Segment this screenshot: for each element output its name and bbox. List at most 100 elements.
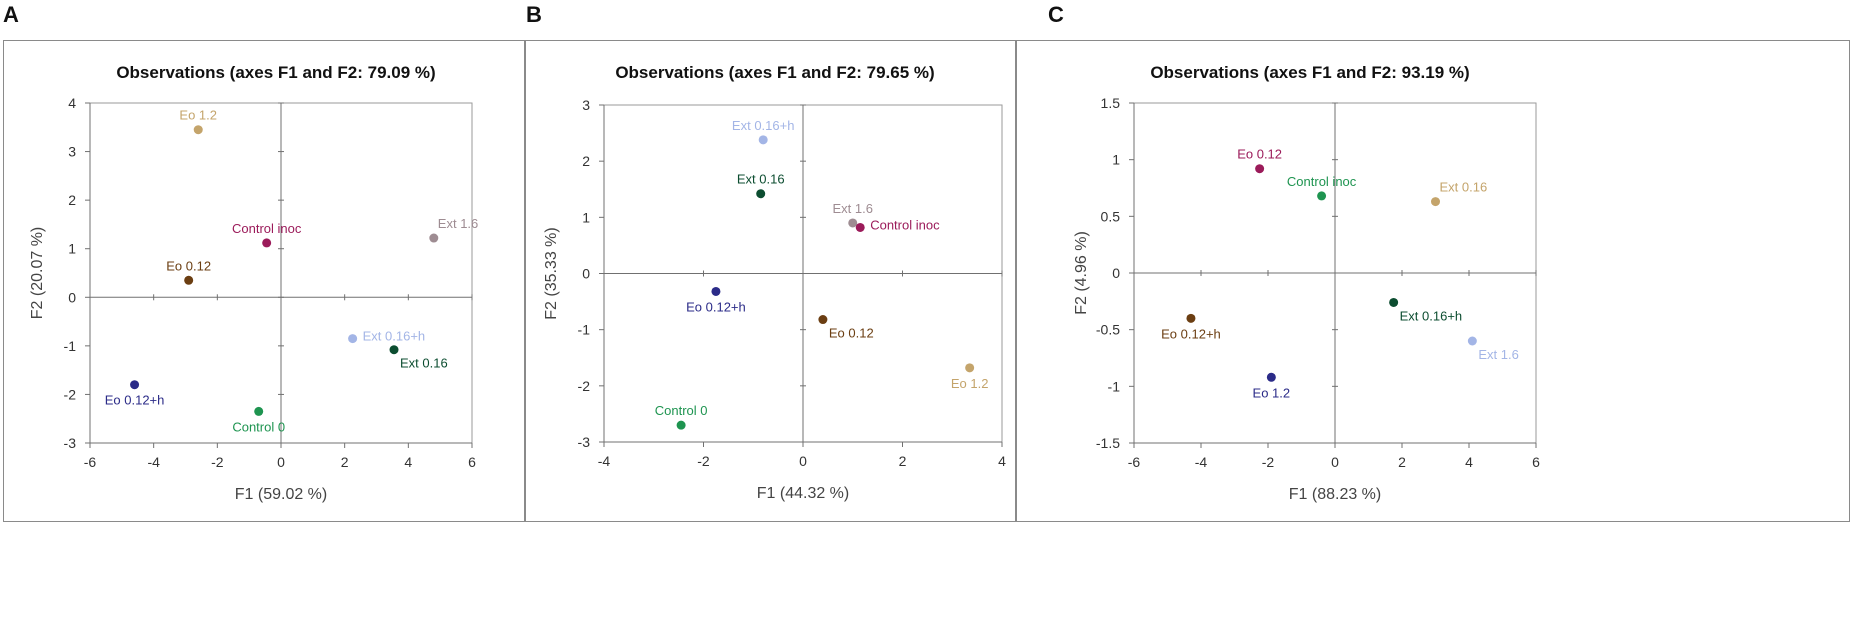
panel-c-frame	[1016, 40, 1850, 522]
point-control-0	[254, 406, 264, 416]
point-ext-0-16	[389, 345, 399, 355]
point-ext-0-16-h	[1389, 297, 1399, 307]
y-axis-label: F2 (35.33 %)	[543, 227, 560, 319]
point-label-eo-1-2: Eo 1.2	[179, 108, 217, 123]
point-label-control-inoc: Control inoc	[870, 217, 940, 232]
point-label-control-0: Control 0	[655, 403, 708, 418]
point-ext-1-6	[429, 233, 439, 243]
y-tick-label: -2	[64, 386, 77, 402]
x-tick-label: 6	[1532, 454, 1540, 470]
point-label-eo-0-12: Eo 0.12	[1237, 147, 1282, 162]
y-tick-label: 2	[68, 192, 76, 208]
x-axis-label: F1 (59.02 %)	[235, 486, 327, 503]
y-tick-label: 4	[68, 95, 76, 111]
chart-title: Observations (axes F1 and F2: 79.09 %)	[116, 63, 435, 82]
x-tick-label: -6	[1128, 454, 1141, 470]
point-eo-0-12	[818, 315, 828, 325]
y-tick-label: 0	[68, 289, 76, 305]
point-label-ext-0-16: Ext 0.16	[737, 172, 785, 187]
point-label-ext-0-16-h: Ext 0.16+h	[363, 329, 426, 344]
panel-letter-c: C	[1048, 2, 1064, 27]
y-tick-label: 0.5	[1101, 208, 1121, 224]
y-tick-label: 1	[68, 241, 76, 257]
x-axis-label: F1 (44.32 %)	[757, 485, 849, 502]
x-tick-label: 2	[341, 454, 349, 470]
x-tick-label: -2	[211, 454, 224, 470]
x-tick-label: 4	[998, 453, 1006, 469]
x-tick-label: -4	[147, 454, 160, 470]
chart-title: Observations (axes F1 and F2: 93.19 %)	[1150, 63, 1469, 82]
x-axis-label: F1 (88.23 %)	[1289, 486, 1381, 503]
point-eo-0-12	[1255, 164, 1265, 174]
point-label-ext-1-6: Ext 1.6	[833, 201, 873, 216]
chart-b: Observations (axes F1 and F2: 79.65 %) -4…	[543, 63, 1006, 502]
point-ext-0-16-h	[758, 135, 768, 145]
point-label-eo-1-2: Eo 1.2	[951, 376, 989, 391]
point-control-inoc	[855, 222, 865, 232]
point-label-ext-0-16: Ext 0.16	[400, 356, 448, 371]
point-eo-0-12-h	[130, 380, 140, 390]
x-tick-label: -4	[598, 453, 611, 469]
x-tick-label: 2	[899, 453, 907, 469]
point-label-ext-0-16: Ext 0.16	[1440, 180, 1488, 195]
point-label-eo-0-12: Eo 0.12	[829, 326, 874, 341]
point-control-0	[676, 420, 686, 430]
x-tick-label: -4	[1195, 454, 1208, 470]
x-tick-label: 0	[799, 453, 807, 469]
chart-title: Observations (axes F1 and F2: 79.65 %)	[615, 63, 934, 82]
point-eo-0-12-h	[1186, 313, 1196, 323]
point-label-ext-0-16-h: Ext 0.16+h	[732, 118, 795, 133]
x-tick-label: 0	[1331, 454, 1339, 470]
chart-c: Observations (axes F1 and F2: 93.19 %) -6…	[1073, 63, 1540, 503]
x-tick-label: -6	[84, 454, 97, 470]
point-label-eo-0-12-h: Eo 0.12+h	[105, 393, 165, 408]
panel-letter-b: B	[526, 2, 542, 27]
point-label-eo-0-12: Eo 0.12	[166, 258, 211, 273]
panel-letter-a: A	[3, 2, 19, 27]
y-tick-label: 2	[582, 153, 590, 169]
point-eo-1-2	[193, 125, 203, 135]
point-eo-1-2	[965, 363, 975, 373]
y-axis-label: F2 (20.07 %)	[29, 227, 46, 319]
y-tick-label: 3	[582, 97, 590, 113]
point-label-control-0: Control 0	[232, 419, 285, 434]
point-ext-1-6	[848, 218, 858, 228]
y-tick-label: -2	[578, 378, 591, 394]
point-label-control-inoc: Control inoc	[1287, 174, 1357, 189]
y-tick-label: 1	[1112, 152, 1120, 168]
point-eo-0-12	[184, 275, 194, 285]
x-tick-label: 0	[277, 454, 285, 470]
point-label-ext-1-6: Ext 1.6	[1478, 347, 1518, 362]
point-ext-0-16	[1431, 197, 1440, 207]
x-tick-label: -2	[1262, 454, 1275, 470]
x-tick-label: 6	[468, 454, 476, 470]
y-axis-label: F2 (4.96 %)	[1073, 231, 1090, 315]
x-tick-label: 2	[1398, 454, 1406, 470]
point-label-ext-1-6: Ext 1.6	[438, 216, 478, 231]
y-tick-label: 0	[1112, 265, 1120, 281]
y-tick-label: 3	[68, 144, 76, 160]
point-label-control-inoc: Control inoc	[232, 221, 302, 236]
point-label-eo-1-2: Eo 1.2	[1253, 385, 1291, 400]
point-control-inoc	[1317, 191, 1327, 201]
point-label-eo-0-12-h: Eo 0.12+h	[1161, 326, 1221, 341]
y-tick-label: -1	[1108, 378, 1121, 394]
point-label-eo-0-12-h: Eo 0.12+h	[686, 299, 746, 314]
x-tick-label: 4	[404, 454, 412, 470]
point-eo-1-2	[1266, 372, 1276, 382]
y-tick-label: -3	[578, 434, 591, 450]
point-ext-0-16	[756, 189, 766, 199]
y-tick-label: 0	[582, 266, 590, 282]
y-tick-label: 1.5	[1101, 95, 1121, 111]
point-ext-0-16-h	[348, 334, 358, 344]
y-tick-label: -1	[578, 322, 591, 338]
x-tick-label: -2	[697, 453, 710, 469]
point-ext-1-6	[1467, 336, 1477, 346]
y-tick-label: -3	[64, 435, 77, 451]
chart-a: Observations (axes F1 and F2: 79.09 %) -6…	[29, 63, 478, 503]
point-eo-0-12-h	[711, 286, 721, 296]
y-tick-label: -1	[64, 338, 77, 354]
point-label-ext-0-16-h: Ext 0.16+h	[1400, 308, 1463, 323]
point-control-inoc	[262, 238, 272, 248]
